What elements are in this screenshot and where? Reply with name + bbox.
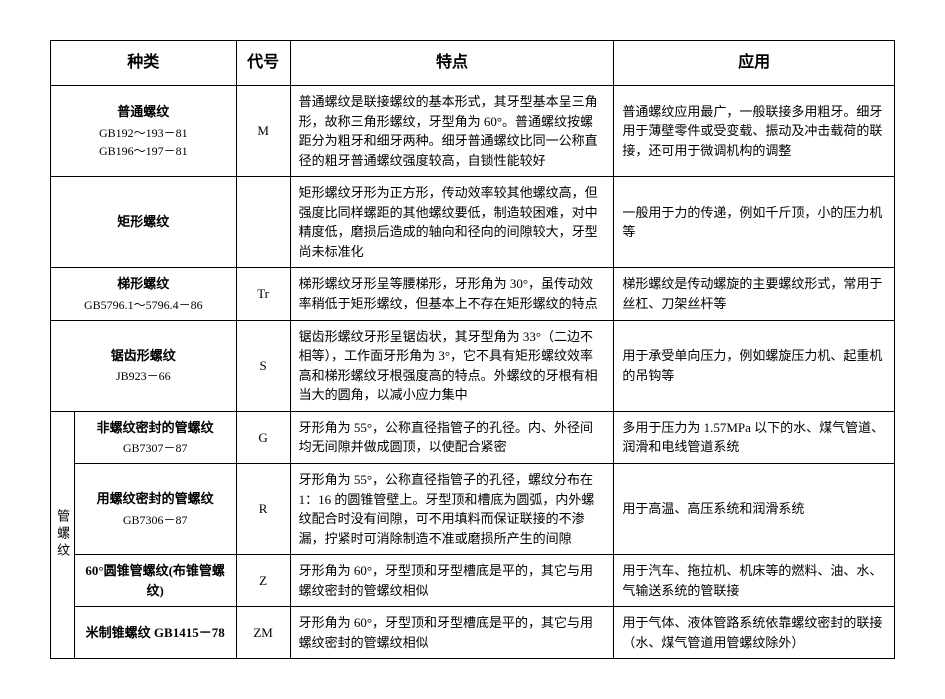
- type-sub: GB5796.1～5796.4－86: [59, 296, 228, 314]
- header-feature: 特点: [290, 41, 614, 86]
- header-application: 应用: [614, 41, 895, 86]
- code-cell: Z: [236, 555, 290, 607]
- code-cell: [236, 177, 290, 268]
- table-header-row: 种类 代号 特点 应用: [51, 41, 895, 86]
- type-name: 用螺纹密封的管螺纹: [97, 491, 214, 506]
- type-name: 梯形螺纹: [117, 276, 169, 291]
- app-cell: 用于高温、高压系统和润滑系统: [614, 464, 895, 555]
- code-cell: ZM: [236, 607, 290, 659]
- header-type: 种类: [51, 41, 237, 86]
- code-cell: G: [236, 411, 290, 464]
- type-cell: 矩形螺纹: [51, 177, 237, 268]
- code-cell: R: [236, 464, 290, 555]
- table-body: 普通螺纹 GB192～193－81GB196～197－81 M 普通螺纹是联接螺…: [51, 86, 895, 659]
- type-sub: JB923－66: [59, 367, 228, 385]
- table-row: 矩形螺纹 矩形螺纹牙形为正方形，传动效率较其他螺纹高，但强度比同样螺距的其他螺纹…: [51, 177, 895, 268]
- app-cell: 多用于压力为 1.57MPa 以下的水、煤气管道、润滑和电线管道系统: [614, 411, 895, 464]
- table-row: 60°圆锥管螺纹(布锥管螺纹) Z 牙形角为 60°，牙型顶和牙型槽底是平的，其…: [51, 555, 895, 607]
- type-name: 锯齿形螺纹: [111, 348, 176, 363]
- group-cell: 管螺纹: [51, 411, 75, 659]
- type-sub: GB7306－87: [83, 511, 228, 529]
- table-row: 管螺纹 非螺纹密封的管螺纹 GB7307－87 G 牙形角为 55°，公称直径指…: [51, 411, 895, 464]
- type-name: 矩形螺纹: [117, 214, 169, 229]
- feature-cell: 牙形角为 55°，公称直径指管子的孔径。内、外径间均无间隙并做成圆顶，以使配合紧…: [290, 411, 614, 464]
- feature-cell: 锯齿形螺纹牙形呈锯齿状，其牙型角为 33°（二边不相等），工作面牙形角为 3°，…: [290, 320, 614, 411]
- type-name: 60°圆锥管螺纹(布锥管螺纹): [85, 563, 225, 598]
- type-cell: 普通螺纹 GB192～193－81GB196～197－81: [51, 86, 237, 177]
- feature-cell: 牙形角为 60°，牙型顶和牙型槽底是平的，其它与用螺纹密封的管螺纹相似: [290, 555, 614, 607]
- feature-cell: 矩形螺纹牙形为正方形，传动效率较其他螺纹高，但强度比同样螺距的其他螺纹要低，制造…: [290, 177, 614, 268]
- type-name: 普通螺纹: [117, 104, 169, 119]
- feature-cell: 普通螺纹是联接螺纹的基本形式，其牙型基本呈三角形，故称三角形螺纹，牙型角为 60…: [290, 86, 614, 177]
- table-row: 锯齿形螺纹 JB923－66 S 锯齿形螺纹牙形呈锯齿状，其牙型角为 33°（二…: [51, 320, 895, 411]
- type-name: 米制锥螺纹 GB1415－78: [86, 625, 225, 640]
- app-cell: 用于承受单向压力，例如螺旋压力机、起重机的吊钩等: [614, 320, 895, 411]
- type-cell: 梯形螺纹 GB5796.1～5796.4－86: [51, 268, 237, 321]
- table-row: 米制锥螺纹 GB1415－78 ZM 牙形角为 60°，牙型顶和牙型槽底是平的，…: [51, 607, 895, 659]
- type-cell: 锯齿形螺纹 JB923－66: [51, 320, 237, 411]
- table-row: 普通螺纹 GB192～193－81GB196～197－81 M 普通螺纹是联接螺…: [51, 86, 895, 177]
- table-row: 用螺纹密封的管螺纹 GB7306－87 R 牙形角为 55°，公称直径指管子的孔…: [51, 464, 895, 555]
- app-cell: 用于汽车、拖拉机、机床等的燃料、油、水、气输送系统的管联接: [614, 555, 895, 607]
- thread-types-table: 种类 代号 特点 应用 普通螺纹 GB192～193－81GB196～197－8…: [50, 40, 895, 659]
- app-cell: 一般用于力的传递，例如千斤顶，小的压力机等: [614, 177, 895, 268]
- code-cell: M: [236, 86, 290, 177]
- type-cell: 用螺纹密封的管螺纹 GB7306－87: [74, 464, 236, 555]
- app-cell: 梯形螺纹是传动螺旋的主要螺纹形式，常用于丝杠、刀架丝杆等: [614, 268, 895, 321]
- header-code: 代号: [236, 41, 290, 86]
- feature-cell: 牙形角为 55°，公称直径指管子的孔径，螺纹分布在 1：16 的圆锥管壁上。牙型…: [290, 464, 614, 555]
- code-cell: S: [236, 320, 290, 411]
- table-row: 梯形螺纹 GB5796.1～5796.4－86 Tr 梯形螺纹牙形呈等腰梯形，牙…: [51, 268, 895, 321]
- code-cell: Tr: [236, 268, 290, 321]
- type-name: 非螺纹密封的管螺纹: [97, 420, 214, 435]
- type-sub: GB7307－87: [83, 439, 228, 457]
- feature-cell: 梯形螺纹牙形呈等腰梯形，牙形角为 30°，虽传动效率稍低于矩形螺纹，但基本上不存…: [290, 268, 614, 321]
- type-sub: GB192～193－81GB196～197－81: [59, 124, 228, 160]
- app-cell: 用于气体、液体管路系统依靠螺纹密封的联接（水、煤气管道用管螺纹除外）: [614, 607, 895, 659]
- feature-cell: 牙形角为 60°，牙型顶和牙型槽底是平的，其它与用螺纹密封的管螺纹相似: [290, 607, 614, 659]
- type-cell: 米制锥螺纹 GB1415－78: [74, 607, 236, 659]
- app-cell: 普通螺纹应用最广，一般联接多用粗牙。细牙用于薄壁零件或受变载、振动及冲击载荷的联…: [614, 86, 895, 177]
- type-cell: 非螺纹密封的管螺纹 GB7307－87: [74, 411, 236, 464]
- type-cell: 60°圆锥管螺纹(布锥管螺纹): [74, 555, 236, 607]
